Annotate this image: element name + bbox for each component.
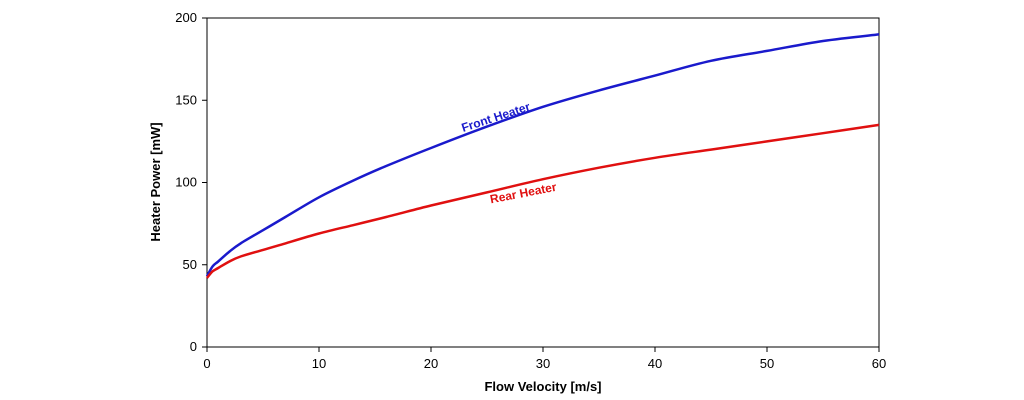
front-heater-label: Front Heater xyxy=(460,99,532,134)
x-tick-label: 50 xyxy=(760,356,774,371)
x-tick-label: 20 xyxy=(424,356,438,371)
x-axis: 0 10 20 30 40 50 60 xyxy=(203,347,886,371)
x-tick-label: 30 xyxy=(536,356,550,371)
y-axis: 0 50 100 150 200 xyxy=(175,10,207,354)
y-tick-label: 50 xyxy=(183,257,197,272)
y-axis-title: Heater Power [mW] xyxy=(148,122,163,241)
x-tick-label: 60 xyxy=(872,356,886,371)
y-tick-label: 200 xyxy=(175,10,197,25)
series-lines xyxy=(205,33,880,279)
x-axis-title: Flow Velocity [m/s] xyxy=(484,379,601,394)
y-tick-label: 150 xyxy=(175,92,197,107)
rear-heater-line xyxy=(206,123,880,279)
x-tick-label: 40 xyxy=(648,356,662,371)
y-tick-label: 0 xyxy=(190,339,197,354)
x-tick-label: 0 xyxy=(203,356,210,371)
y-tick-label: 100 xyxy=(175,175,197,190)
x-tick-label: 10 xyxy=(312,356,326,371)
front-heater-line xyxy=(205,33,880,277)
